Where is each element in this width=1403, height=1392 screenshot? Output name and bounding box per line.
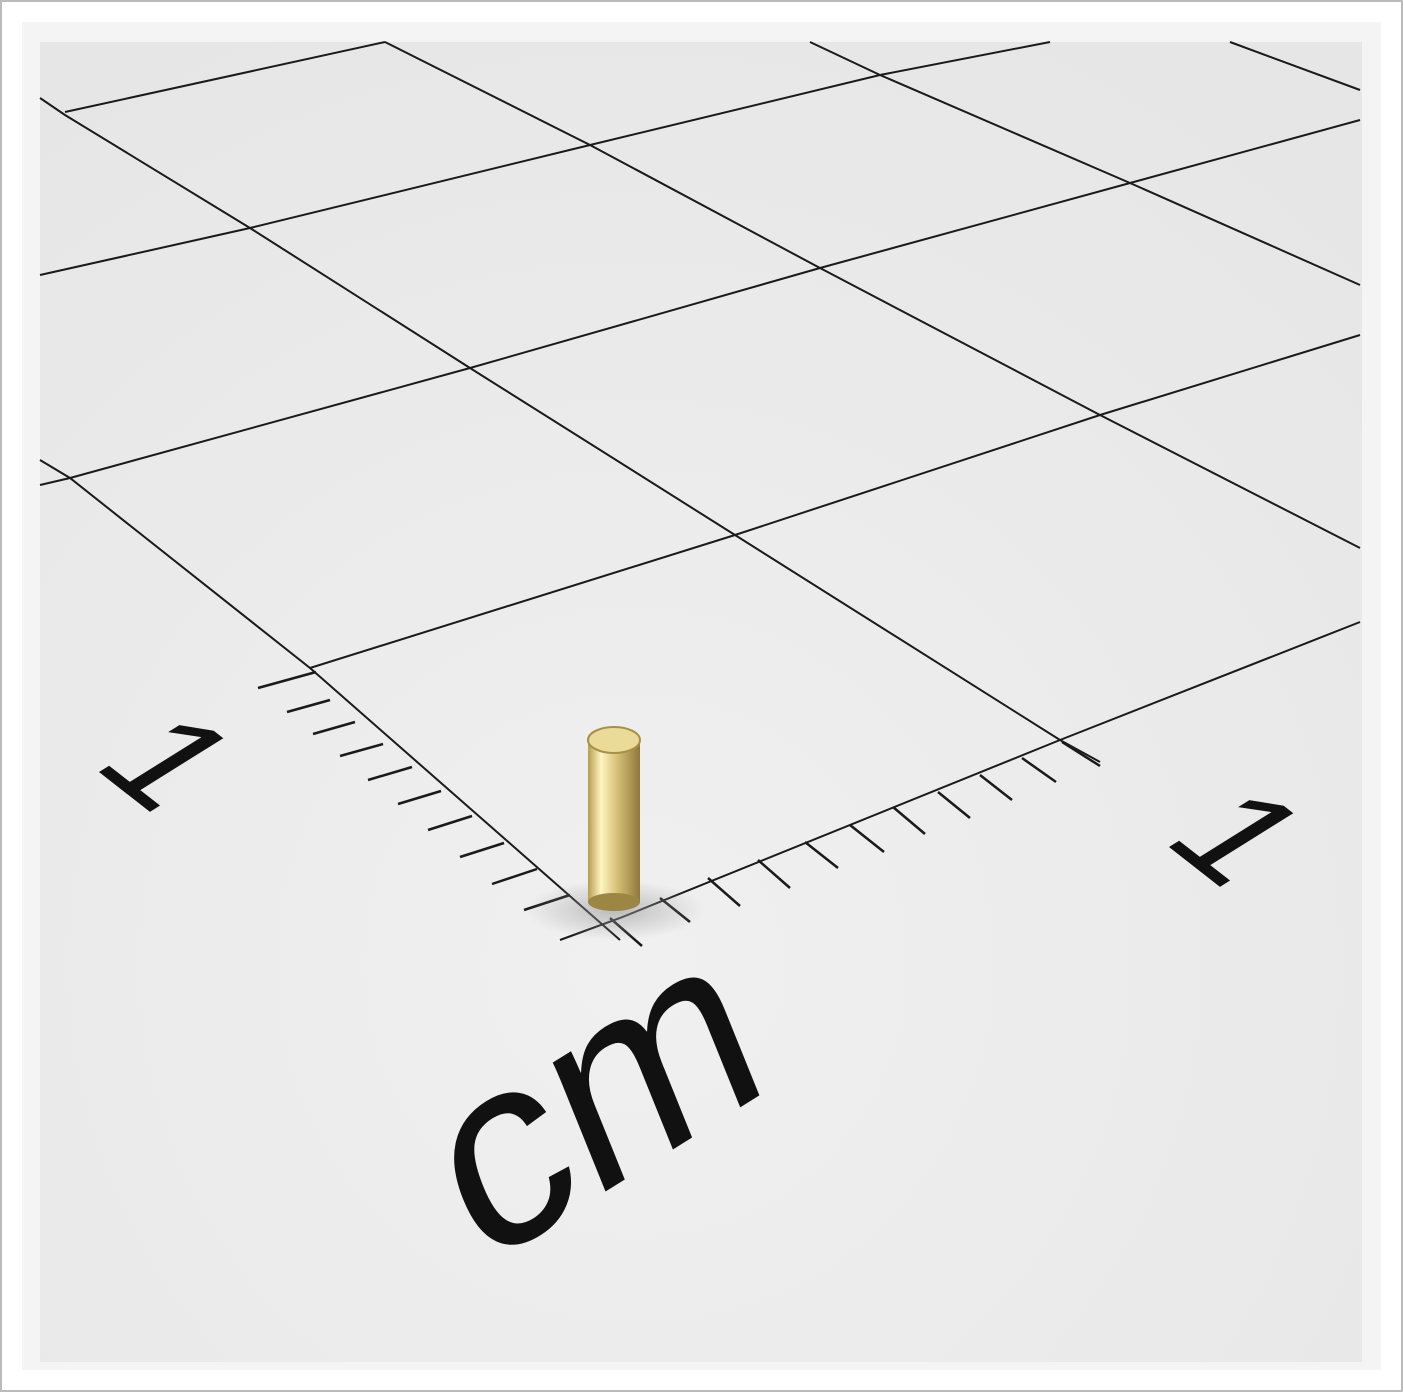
grid bbox=[39, 41, 1361, 941]
image-area bbox=[40, 42, 1362, 1362]
magnet bbox=[587, 726, 641, 911]
